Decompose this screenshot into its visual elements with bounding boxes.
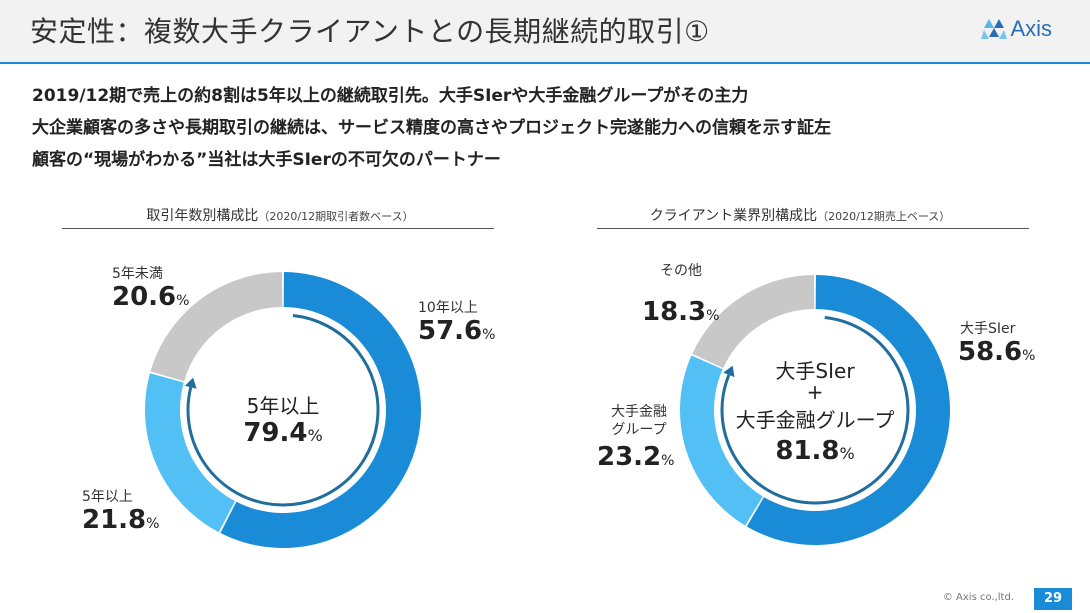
header-bar [0,0,1090,62]
center-label-line1: 大手SIer [775,359,855,383]
slice-label-5plus: 5年以上 [82,489,133,505]
center-label-line2: + [806,380,824,404]
chart1-title-underline [62,228,494,229]
cumulative-arrow-arc [720,316,910,505]
slice-value-other: 18.3% [642,297,720,327]
message-line: 顧客の“現場がわかる”当社は大手SIerの不可欠のパートナー [32,150,501,170]
message-line: 大企業顧客の多さや長期取引の継続は、サービス精度の高さやプロジェクト完遂能力への… [32,118,831,138]
slice-label-under5: 5年未満 [112,266,163,282]
chart1-title-text: 取引年数別構成比 [146,208,259,224]
donut-chart-industry [680,275,950,545]
logo-text: Axis [1010,16,1052,41]
chart2-subtitle: （2020/12期売上ベース） [817,210,951,223]
slice-finance [680,355,763,526]
slice-label-other: その他 [660,263,702,279]
page-number: 29 [1034,588,1072,610]
slice-other [692,275,815,368]
slice-value-sier: 58.6% [958,337,1036,367]
chart2-title-underline [597,228,1029,229]
axis-logo-icon [981,19,1008,39]
key-messages: 2019/12期で売上の約8割は5年以上の継続取引先。大手SIerや大手金融グル… [32,80,831,176]
slice-value-10plus: 57.6% [418,316,496,346]
center-label-5plus: 5年以上 [246,394,320,418]
chart2-title-text: クライアント業界別構成比 [649,208,818,224]
slice-value-finance: 23.2% [597,442,675,472]
center-value-combined: 81.8% [775,436,855,466]
cumulative-arrow-head [184,377,197,389]
chart1-subtitle: （2020/12期取引者数ベース） [258,210,414,223]
slice-label-finance: 大手金融 グループ [611,404,667,438]
company-logo: Axis [981,16,1052,42]
cumulative-arrow-head [723,365,735,378]
cumulative-arrow-arc [186,314,380,507]
message-line: 2019/12期で売上の約8割は5年以上の継続取引先。大手SIerや大手金融グル… [32,86,749,106]
header-divider [0,62,1090,64]
slice-10plus [220,272,421,548]
center-label-line3: 大手金融グループ [735,408,895,432]
slide-title: 安定性：複数大手クライアントとの長期継続的取引① [30,15,710,48]
slice-under5 [150,272,283,382]
donut-chart-tenure [145,272,421,548]
slice-5plus [145,373,236,533]
slice-label-sier: 大手SIer [960,321,1016,337]
copyright: © Axis co.,ltd. [942,592,1014,603]
slice-sier [746,275,950,545]
chart1-title: 取引年数別構成比（2020/12期取引者数ベース） [70,205,490,225]
slice-value-5plus: 21.8% [82,505,160,535]
center-value-5plus: 79.4% [243,418,323,448]
slice-label-10plus: 10年以上 [418,300,478,316]
slice-value-under5: 20.6% [112,282,190,312]
chart2-title: クライアント業界別構成比（2020/12期売上ベース） [600,205,1000,225]
